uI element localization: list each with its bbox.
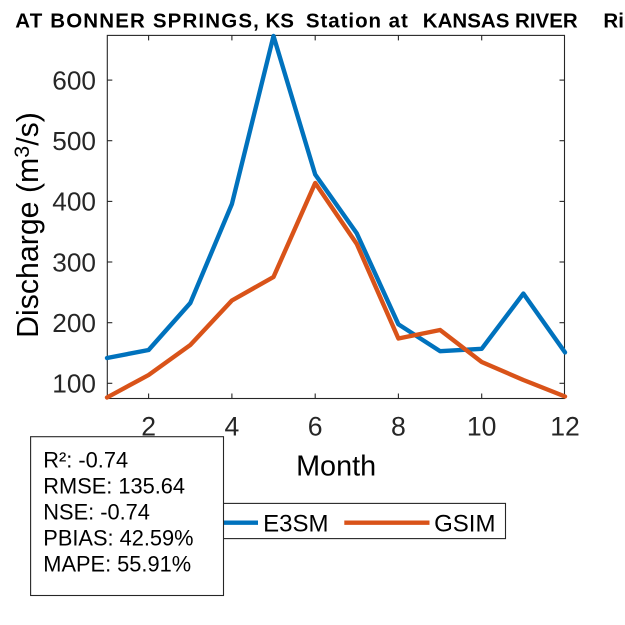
svg-text:Discharge (m3/s): Discharge (m3/s) <box>10 112 45 338</box>
svg-text:Ri: Ri <box>603 9 624 32</box>
svg-text:NSE: -0.74: NSE: -0.74 <box>43 500 150 525</box>
svg-text:MAPE: 55.91%: MAPE: 55.91% <box>43 552 191 577</box>
svg-text:12: 12 <box>550 412 580 442</box>
svg-text:KANSAS RIVER: KANSAS RIVER <box>423 9 578 32</box>
svg-text:300: 300 <box>52 247 96 277</box>
svg-text:500: 500 <box>52 126 96 156</box>
svg-text:4: 4 <box>225 412 240 442</box>
svg-text:6: 6 <box>308 412 323 442</box>
svg-text:100: 100 <box>52 369 96 399</box>
svg-text:Station at: Station at <box>306 9 409 32</box>
svg-text:PBIAS: 42.59%: PBIAS: 42.59% <box>43 526 193 551</box>
svg-text:GSIM: GSIM <box>434 511 495 538</box>
svg-text:RMSE: 135.64: RMSE: 135.64 <box>43 474 185 499</box>
svg-text:400: 400 <box>52 187 96 217</box>
svg-text:600: 600 <box>52 65 96 95</box>
svg-text:KS: KS <box>266 9 294 32</box>
svg-text:E3SM: E3SM <box>263 511 328 538</box>
svg-text:R²: -0.74: R²: -0.74 <box>43 448 128 473</box>
svg-text:AT BONNER SPRINGS,: AT BONNER SPRINGS, <box>15 9 260 32</box>
svg-text:8: 8 <box>391 412 406 442</box>
svg-text:Month: Month <box>296 451 376 483</box>
svg-text:10: 10 <box>467 412 497 442</box>
svg-text:200: 200 <box>52 308 96 338</box>
svg-text:2: 2 <box>141 412 156 442</box>
